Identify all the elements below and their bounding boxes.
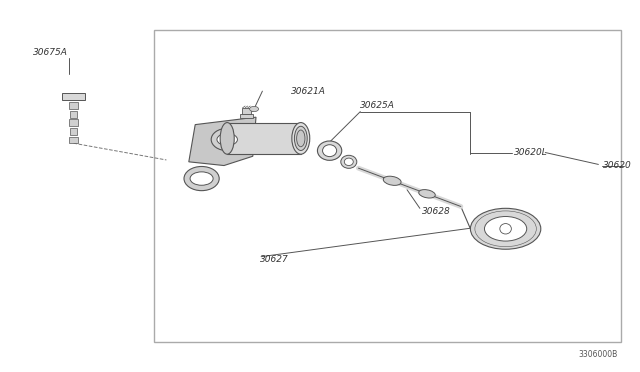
Bar bbox=[70, 111, 77, 118]
Ellipse shape bbox=[500, 224, 511, 234]
Circle shape bbox=[250, 106, 259, 112]
Circle shape bbox=[470, 208, 541, 249]
Bar bbox=[70, 128, 77, 135]
Bar bbox=[242, 108, 251, 114]
Bar bbox=[69, 137, 78, 143]
Bar bbox=[154, 30, 621, 342]
Text: 30628: 30628 bbox=[422, 207, 451, 216]
Ellipse shape bbox=[419, 190, 435, 198]
Polygon shape bbox=[189, 117, 256, 166]
Ellipse shape bbox=[211, 128, 243, 151]
Text: 30627: 30627 bbox=[260, 255, 289, 264]
Text: 30675A: 30675A bbox=[33, 48, 68, 57]
Ellipse shape bbox=[344, 158, 353, 166]
Bar bbox=[240, 114, 253, 118]
Text: 3306000B: 3306000B bbox=[579, 350, 618, 359]
Bar bbox=[69, 119, 78, 126]
Ellipse shape bbox=[317, 141, 342, 160]
Bar bbox=[227, 123, 301, 154]
Circle shape bbox=[484, 217, 527, 241]
Ellipse shape bbox=[323, 145, 337, 157]
Text: 30620: 30620 bbox=[603, 161, 632, 170]
Polygon shape bbox=[62, 93, 85, 100]
Bar bbox=[69, 102, 78, 109]
Ellipse shape bbox=[341, 155, 357, 168]
Ellipse shape bbox=[294, 126, 307, 151]
Circle shape bbox=[190, 172, 213, 185]
Ellipse shape bbox=[383, 176, 401, 185]
Text: 30621A: 30621A bbox=[291, 87, 326, 96]
Ellipse shape bbox=[220, 123, 234, 154]
Ellipse shape bbox=[292, 123, 310, 154]
Text: 30625A: 30625A bbox=[360, 101, 395, 110]
Circle shape bbox=[217, 134, 237, 145]
Ellipse shape bbox=[184, 167, 219, 191]
Text: 30620L: 30620L bbox=[514, 148, 548, 157]
Ellipse shape bbox=[296, 130, 305, 147]
